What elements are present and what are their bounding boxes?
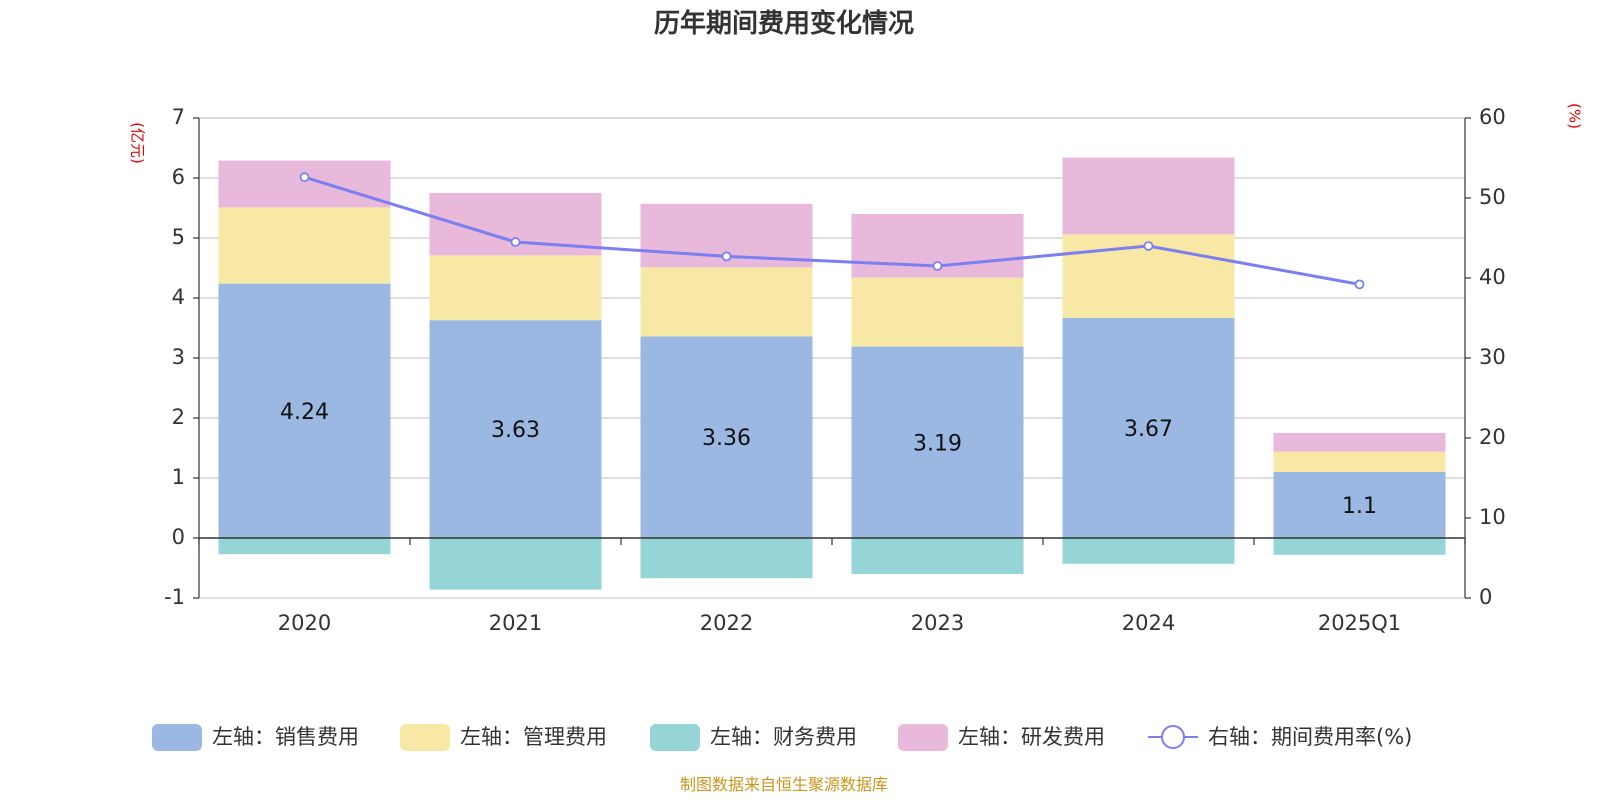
legend: 左轴：销售费用 左轴：管理费用 左轴：财务费用 左轴：研发费用 右轴：期间费用率(%) — [152, 724, 1412, 751]
bar-value-label: 3.36 — [702, 426, 751, 451]
line-point — [721, 251, 732, 262]
x-tick-label: 2021 — [489, 611, 542, 635]
left-tick-label: 1 — [172, 465, 185, 489]
line-point — [932, 261, 943, 271]
legend-swatch — [898, 724, 948, 751]
right-tick-label: 30 — [1479, 345, 1506, 369]
bar-segment — [218, 207, 391, 284]
bar-segment — [640, 336, 813, 538]
right-tick-label: 0 — [1479, 585, 1492, 609]
bar-segment — [1273, 451, 1446, 472]
bar-value-label: 3.63 — [491, 418, 540, 443]
bar-segment — [218, 538, 391, 555]
bar-segment — [640, 267, 813, 337]
axes: -1 0 1 2 3 4 5 6 7 0 10 20 30 40 50 60 2020 2021 2022 2023 2… — [164, 105, 1506, 635]
left-tick-label: -1 — [164, 585, 185, 609]
source-note: 制图数据来自恒生聚源数据库 — [680, 775, 888, 794]
right-axis-unit: (%) — [1566, 103, 1584, 129]
legend-label: 左轴：销售费用 — [212, 725, 359, 749]
left-tick-label: 6 — [172, 165, 185, 189]
line-point — [299, 172, 310, 183]
gridlines — [199, 117, 1465, 599]
legend-label: 右轴：期间费用率(%) — [1208, 725, 1412, 749]
bar-segment — [1062, 317, 1235, 538]
right-tick-label: 10 — [1479, 505, 1506, 529]
left-tick-label: 4 — [172, 285, 185, 309]
bars — [218, 157, 1446, 590]
line-point — [510, 237, 521, 247]
bar-value-label: 3.67 — [1124, 417, 1173, 442]
legend-swatch — [650, 724, 700, 751]
legend-swatch — [152, 724, 202, 751]
left-axis-unit: (亿元) — [129, 122, 147, 164]
bar-segment — [1273, 472, 1446, 538]
bar-segment — [1062, 538, 1235, 564]
x-tick-label: 2022 — [700, 611, 753, 635]
expense-rate-polyline — [304, 175, 1360, 286]
legend-marker — [1161, 725, 1185, 749]
bar-segment — [429, 538, 602, 590]
x-tick-label: 2020 — [278, 611, 331, 635]
bar-segment — [218, 283, 391, 538]
bar-labels: 4.24 3.63 3.36 3.19 3.67 1.1 — [280, 400, 1377, 519]
bar-segment — [429, 255, 602, 321]
bar-segment — [851, 538, 1024, 574]
x-tick-label: 2024 — [1122, 611, 1175, 635]
legend-swatch — [400, 724, 450, 751]
x-tick-label: 2025Q1 — [1318, 611, 1401, 635]
legend-label: 左轴：管理费用 — [460, 725, 607, 749]
bar-value-label: 1.1 — [1342, 494, 1377, 519]
line-point — [1143, 241, 1154, 251]
right-tick-label: 20 — [1479, 425, 1506, 449]
left-tick-label: 5 — [172, 225, 185, 249]
line-point — [1354, 279, 1365, 290]
bar-segment — [429, 320, 602, 538]
legend-label: 左轴：研发费用 — [958, 725, 1105, 749]
chart-title: 历年期间费用变化情况 — [654, 8, 914, 39]
left-tick-label: 3 — [172, 345, 185, 369]
bar-segment — [851, 277, 1024, 347]
bar-segment — [1273, 538, 1446, 555]
bar-segment — [640, 538, 813, 579]
right-tick-label: 40 — [1479, 265, 1506, 289]
bar-value-label: 3.19 — [913, 431, 962, 456]
expense-rate-line — [299, 172, 1365, 290]
bar-segment — [1062, 157, 1235, 235]
legend-label: 左轴：财务费用 — [710, 725, 857, 749]
bar-value-label: 4.24 — [280, 400, 329, 425]
left-tick-label: 2 — [172, 405, 185, 429]
right-tick-label: 50 — [1479, 185, 1506, 209]
bar-segment — [1273, 433, 1446, 452]
bar-segment — [851, 346, 1024, 538]
bar-segment — [218, 160, 391, 208]
right-tick-label: 60 — [1479, 105, 1506, 129]
left-tick-label: 0 — [172, 525, 185, 549]
left-tick-label: 7 — [172, 105, 185, 129]
x-tick-label: 2023 — [911, 611, 964, 635]
